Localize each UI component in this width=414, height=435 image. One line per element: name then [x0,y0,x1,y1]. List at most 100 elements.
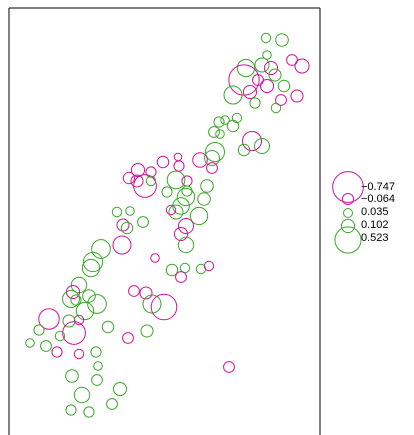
legend-label-1: −0.064 [361,193,395,205]
data-point-73 [128,285,140,297]
data-point-23 [208,126,220,138]
legend-mark-1 [341,192,355,206]
legend-mark-0 [332,171,364,203]
data-point-27 [237,143,251,157]
data-point-93 [73,348,85,360]
data-point-82 [38,308,60,330]
data-point-26 [254,138,270,154]
data-point-45 [161,186,173,198]
data-point-20 [226,119,240,133]
data-point-31 [156,155,170,169]
data-point-99 [112,381,128,397]
data-point-77 [139,286,153,300]
data-point-69 [175,271,187,283]
data-point-29 [192,152,208,168]
data-point-57 [173,226,189,242]
data-point-71 [65,284,81,300]
plot-frame [8,7,321,435]
data-point-80 [75,301,95,321]
data-point-8 [268,68,282,82]
data-point-33 [173,160,185,172]
data-point-51 [189,206,209,226]
data-point-74 [62,290,80,308]
data-point-84 [33,324,45,336]
legend-label-4: 0.523 [361,232,389,244]
data-point-75 [82,289,96,303]
data-point-18 [270,102,282,114]
data-point-96 [93,361,103,371]
data-point-15 [249,97,261,109]
data-point-94 [90,346,102,358]
data-point-28 [205,142,225,162]
data-point-46 [176,187,196,207]
legend-label-0: −0.747 [361,181,395,193]
data-point-81 [73,314,85,326]
data-point-36 [122,171,136,185]
data-point-14 [277,79,291,93]
data-point-61 [91,239,111,259]
data-point-100 [73,386,91,404]
data-point-62 [82,251,104,273]
data-point-7 [294,58,310,74]
data-point-40 [133,174,157,198]
data-point-4 [254,57,270,73]
data-point-79 [150,293,178,321]
data-point-24 [215,129,225,139]
data-point-102 [65,404,77,416]
data-point-2 [262,50,272,60]
data-point-98 [91,374,103,386]
data-point-32 [173,152,183,162]
data-points [25,32,310,418]
data-point-48 [168,204,184,220]
data-point-58 [120,221,134,235]
data-point-65 [165,263,179,277]
data-point-35 [145,166,157,178]
legend-label-2: 0.035 [361,206,389,218]
legend-mark-4 [334,226,362,254]
data-point-16 [290,89,304,103]
legend: −0.747 −0.064 0.035 0.102 0.523 [332,171,395,254]
data-point-50 [197,192,211,206]
data-point-97 [65,369,79,383]
data-point-52 [125,206,135,216]
data-point-25 [242,131,262,151]
data-point-10 [252,74,264,86]
legend-mark-2 [343,208,353,218]
data-point-70 [70,276,88,294]
data-point-44 [200,179,214,193]
data-point-53 [111,206,123,218]
data-point-17 [275,94,287,106]
data-point-49 [165,204,177,216]
data-point-63 [81,258,101,278]
data-point-87 [140,324,154,338]
data-point-3 [236,58,256,78]
data-point-6 [286,54,298,66]
data-point-91 [40,340,52,352]
data-point-90 [25,338,35,348]
data-point-30 [204,150,220,166]
data-point-89 [54,330,66,342]
data-point-43 [181,185,193,197]
legend-label-3: 0.102 [361,219,389,231]
data-point-103 [83,406,95,418]
data-point-42 [206,162,218,174]
data-point-86 [101,320,115,334]
legend-mark-3 [340,218,356,234]
data-point-56 [178,218,194,234]
data-point-12 [242,84,258,100]
data-point-55 [137,216,149,228]
data-point-39 [166,170,186,190]
data-point-37 [130,174,144,188]
data-point-22 [220,115,230,125]
data-point-92 [51,346,63,358]
data-point-83 [62,314,76,328]
data-point-60 [112,235,132,255]
data-point-85 [62,321,86,345]
data-point-54 [116,218,130,232]
data-point-64 [150,253,160,263]
data-point-41 [145,175,157,187]
data-point-21 [213,116,225,128]
data-point-95 [223,361,235,373]
data-point-88 [122,332,134,344]
